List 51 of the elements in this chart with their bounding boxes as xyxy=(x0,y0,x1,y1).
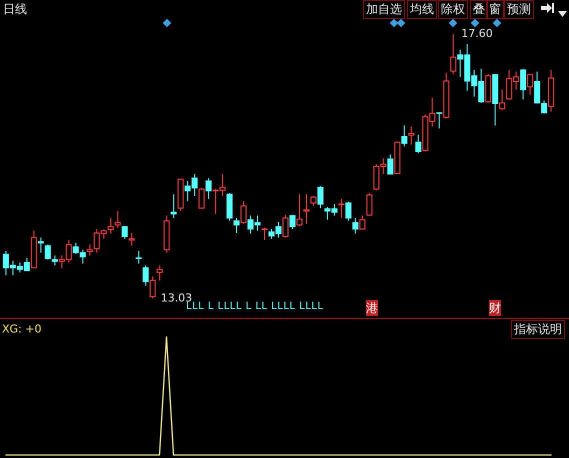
candlestick xyxy=(142,264,149,286)
candlestick xyxy=(359,215,366,230)
annotation: 加自选 xyxy=(363,0,405,19)
candlestick xyxy=(303,194,310,224)
chart-title: XG: +0 xyxy=(2,322,42,336)
candlestick xyxy=(282,214,289,238)
candlestick xyxy=(262,227,268,240)
annotation: 预测 xyxy=(504,0,534,19)
candlestick xyxy=(198,187,205,210)
candlestick xyxy=(401,124,408,147)
candlestick xyxy=(289,214,296,230)
annotation: 财 xyxy=(489,300,501,316)
candlestick xyxy=(387,154,394,175)
candlestick xyxy=(136,250,142,264)
candlestick xyxy=(527,74,534,96)
candlestick xyxy=(206,178,212,200)
candlestick xyxy=(345,201,352,222)
candlestick xyxy=(114,210,121,228)
candlestick xyxy=(108,217,114,234)
candlestick xyxy=(156,264,163,281)
candlestick xyxy=(450,34,456,75)
candlestick xyxy=(128,232,135,246)
candlestick xyxy=(150,276,156,299)
candlestick xyxy=(44,244,51,260)
candlestick xyxy=(317,186,324,209)
annotation: 港 xyxy=(366,300,378,316)
candlestick xyxy=(226,192,233,222)
annotation: 叠 xyxy=(470,0,488,19)
candlestick xyxy=(408,126,414,146)
candlestick xyxy=(52,255,58,266)
candlestick xyxy=(38,237,44,254)
chart-title: 日线 xyxy=(3,1,27,17)
candlestick xyxy=(520,68,526,100)
candlestick xyxy=(352,217,358,234)
candlestick xyxy=(86,244,93,256)
annotation: 窗 xyxy=(486,0,504,19)
candlestick xyxy=(310,196,316,206)
annotation: 17.60 xyxy=(461,27,493,40)
candlestick xyxy=(170,194,177,218)
candlestick xyxy=(240,200,247,224)
annotation: 除权 xyxy=(438,0,468,19)
candlestick xyxy=(415,134,422,154)
candlestick xyxy=(122,226,128,240)
candlestick xyxy=(338,198,344,218)
candlestick xyxy=(366,192,372,216)
candlestick xyxy=(499,89,506,110)
candlestick xyxy=(296,194,302,227)
annotation: 均线 xyxy=(407,0,437,19)
candlestick xyxy=(436,112,442,129)
text: 指标说明 xyxy=(511,320,565,339)
candlestick xyxy=(234,217,240,234)
